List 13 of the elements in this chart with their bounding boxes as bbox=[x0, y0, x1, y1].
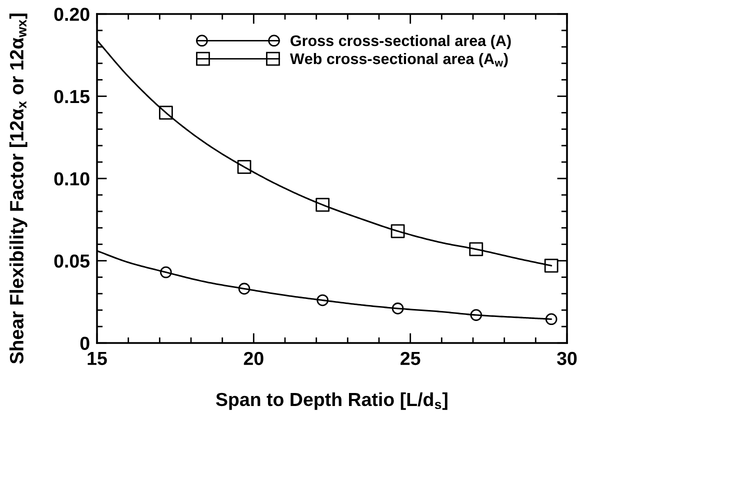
y-axis-title: Shear Flexibility Factor [12α$_{x}$ or 12α$_{wx}$] bbox=[9, 14, 28, 364]
y-tick-label: 0.10 bbox=[54, 172, 90, 186]
x-tick-label: 20 bbox=[244, 352, 264, 366]
y-tick-label: 0.05 bbox=[54, 254, 90, 268]
legend-label: Gross cross-sectional area (A) bbox=[290, 34, 511, 50]
y-tick-label: 0.15 bbox=[54, 90, 90, 104]
x-tick-label: 25 bbox=[400, 352, 420, 366]
x-axis-title: Span to Depth Ratio [L/d$_{s}$] bbox=[216, 392, 448, 410]
legend-label: Web cross-sectional area (A$_{w}$) bbox=[290, 52, 508, 68]
x-tick-label: 30 bbox=[557, 352, 577, 366]
x-tick-label: 15 bbox=[88, 352, 107, 366]
y-tick-label: 0.20 bbox=[54, 8, 90, 21]
y-tick-label: 0 bbox=[80, 336, 90, 350]
